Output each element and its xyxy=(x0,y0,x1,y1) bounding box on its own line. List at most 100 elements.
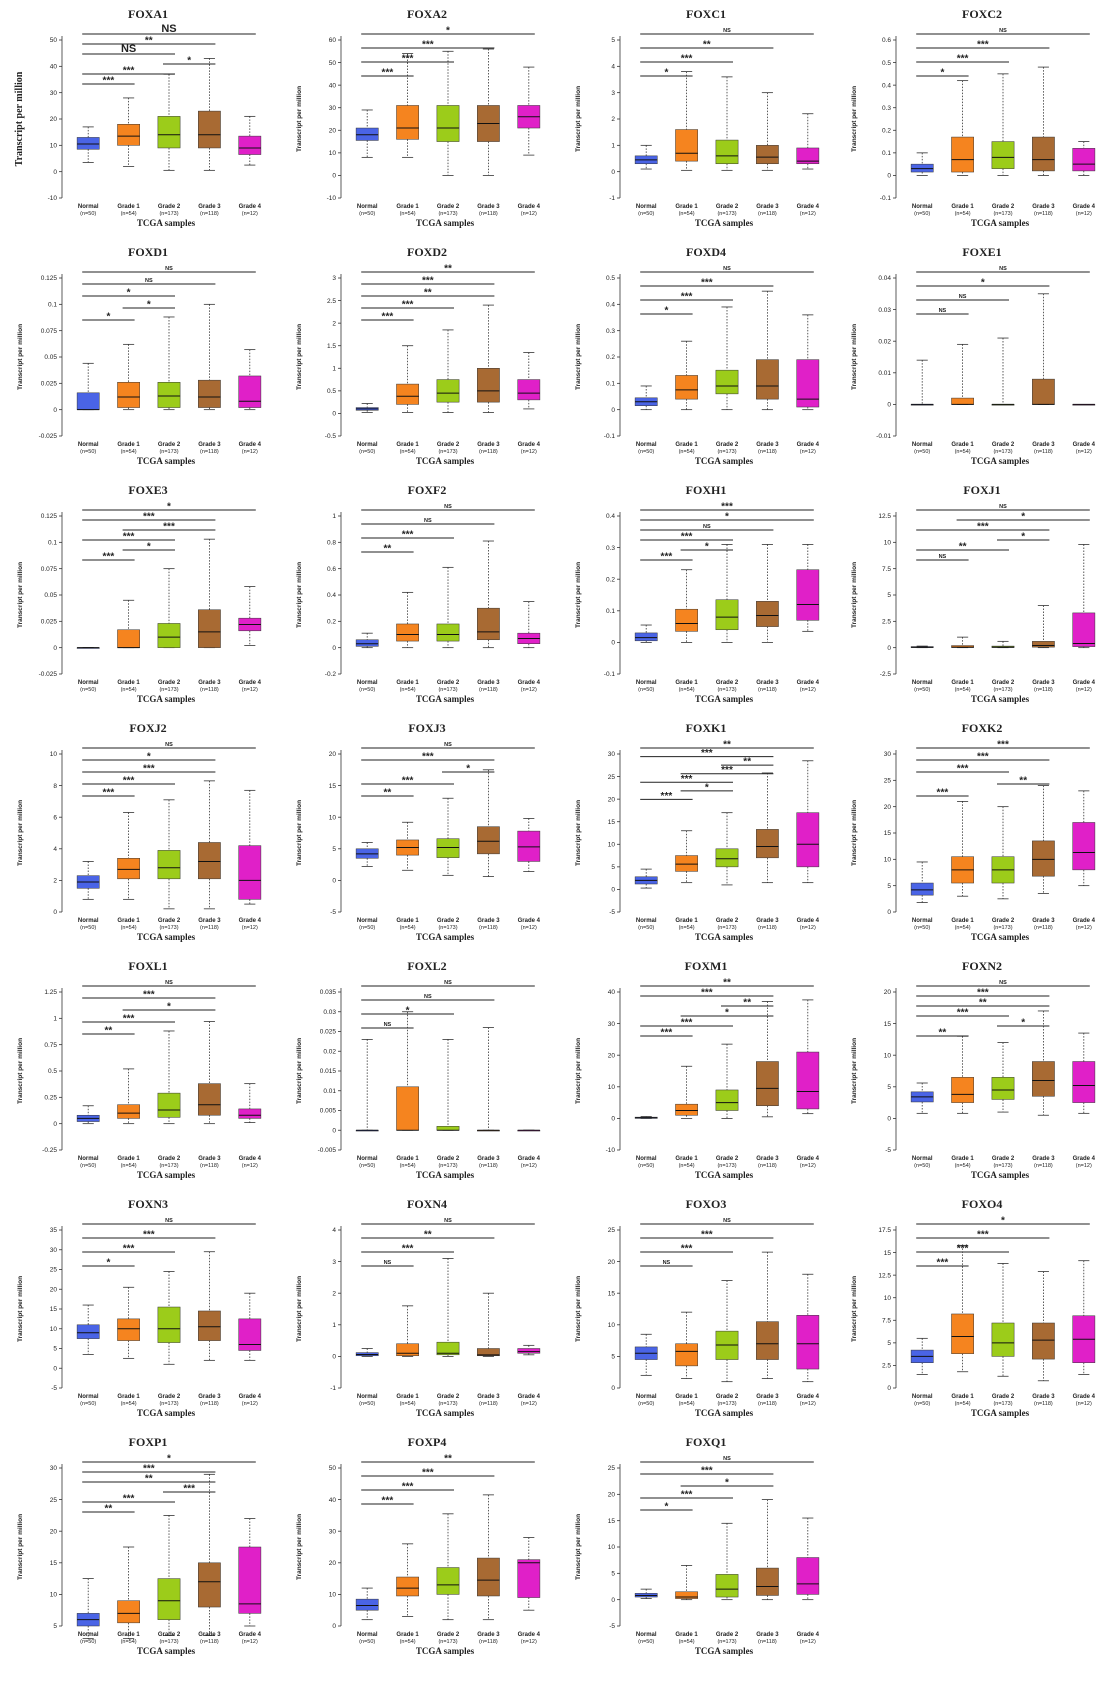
category-count: (n=54) xyxy=(121,1639,137,1645)
category-label: Normal xyxy=(912,1156,933,1162)
category-count: (n=54) xyxy=(955,687,971,693)
significance-label: NS xyxy=(384,1260,392,1266)
y-tick-label: 5 xyxy=(53,1623,57,1630)
box-grade-3 xyxy=(477,368,500,403)
category-label: Normal xyxy=(357,442,378,448)
category-label: Grade 4 xyxy=(239,1632,262,1638)
y-tick-label: 30 xyxy=(608,1021,616,1028)
y-axis-label: Transcript per million xyxy=(17,1514,24,1580)
category-count: (n=118) xyxy=(479,687,498,693)
y-tick-label: 7.5 xyxy=(882,1317,891,1324)
y-tick-label: -5 xyxy=(330,909,336,916)
chart-foxj1: FOXJ1 12.5 10 7.5 5 2.5 0 -2.5 Transcript per mi… xyxy=(851,483,1096,704)
box-grade-2 xyxy=(991,1322,1015,1357)
panel-title: FOXC2 xyxy=(962,7,1002,21)
y-tick-label: -10 xyxy=(606,1147,616,1154)
category-count: (n=173) xyxy=(717,925,736,931)
significance-label: *** xyxy=(382,1496,394,1507)
box-grade-4 xyxy=(1072,1061,1096,1103)
significance-label: NS xyxy=(384,1022,392,1028)
significance-label: NS xyxy=(424,994,432,1000)
panel-title: FOXQ1 xyxy=(686,1435,727,1449)
panel-title: FOXJ1 xyxy=(963,483,1000,497)
significance-label: *** xyxy=(977,988,989,999)
x-axis-label: TCGA samples xyxy=(695,218,754,228)
chart-foxo4: FOXO4 17.5 15 12.5 10 7.5 5 2.5 0 Transcript per … xyxy=(851,1197,1096,1418)
category-label: Grade 3 xyxy=(477,918,500,924)
category-label: Grade 1 xyxy=(396,1394,419,1400)
y-tick-label: 0.5 xyxy=(882,60,891,67)
y-tick-label: -0.2 xyxy=(325,671,337,678)
significance-label: *** xyxy=(382,68,394,79)
chart-foxc1: FOXC1 5 4 3 2 1 0 -1 Transcript per million Norma… xyxy=(575,7,820,228)
category-count: (n=118) xyxy=(1034,687,1053,693)
box-grade-3 xyxy=(477,1348,500,1357)
category-count: (n=118) xyxy=(758,1163,777,1169)
y-tick-label: 40 xyxy=(329,82,337,89)
significance-label: ** xyxy=(723,978,731,989)
category-count: (n=50) xyxy=(914,925,930,931)
category-label: Grade 1 xyxy=(951,680,974,686)
category-label: Grade 1 xyxy=(396,442,419,448)
category-label: Grade 1 xyxy=(117,1632,140,1638)
category-count: (n=118) xyxy=(758,1401,777,1407)
category-label: Grade 4 xyxy=(518,1156,541,1162)
category-label: Grade 4 xyxy=(239,680,262,686)
category-count: (n=54) xyxy=(400,211,416,217)
chart-foxe1: FOXE1 0.04 0.03 0.02 0.01 0 -0.01 Transcript pe… xyxy=(851,245,1096,466)
significance-label: *** xyxy=(402,1244,414,1255)
category-count: (n=12) xyxy=(521,1163,537,1169)
y-tick-label: 0 xyxy=(611,407,615,414)
x-axis-label: TCGA samples xyxy=(137,932,196,942)
category-label: Grade 2 xyxy=(158,680,181,686)
significance-label: * xyxy=(147,542,151,553)
box-grade-1 xyxy=(396,105,419,140)
y-axis-label: Transcript per million xyxy=(296,1276,303,1342)
box-grade-3 xyxy=(477,1557,500,1597)
significance-label: *** xyxy=(123,66,135,77)
y-tick-label: 0 xyxy=(53,909,57,916)
y-tick-label: -0.005 xyxy=(318,1147,337,1154)
significance-label: ** xyxy=(145,1474,153,1485)
significance-label: NS xyxy=(999,28,1007,34)
significance-label: ** xyxy=(939,1028,947,1039)
significance-label: *** xyxy=(957,764,969,775)
y-tick-label: 25 xyxy=(50,1267,58,1274)
significance-label: *** xyxy=(143,1464,155,1475)
significance-label: * xyxy=(981,278,985,289)
category-count: (n=54) xyxy=(679,1639,695,1645)
category-label: Grade 2 xyxy=(158,442,181,448)
y-tick-label: 5 xyxy=(887,1084,891,1091)
y-tick-label: -10 xyxy=(48,195,58,202)
box-grade-1 xyxy=(675,129,698,162)
y-tick-label: 12.5 xyxy=(878,1272,891,1279)
category-label: Grade 3 xyxy=(756,1394,779,1400)
y-tick-label: 0 xyxy=(887,173,891,180)
category-count: (n=118) xyxy=(758,211,777,217)
category-label: Grade 1 xyxy=(675,204,698,210)
y-tick-label: 0.03 xyxy=(323,1009,336,1016)
box-grade-3 xyxy=(198,1310,221,1341)
significance-label: *** xyxy=(143,764,155,775)
y-tick-label: 5 xyxy=(887,1340,891,1347)
y-axis-label: Transcript per million xyxy=(575,1514,582,1580)
category-label: Normal xyxy=(357,1156,378,1162)
category-count: (n=50) xyxy=(80,211,96,217)
box-grade-1 xyxy=(951,1077,974,1103)
y-tick-label: 0.1 xyxy=(48,540,57,547)
box-grade-3 xyxy=(198,609,221,648)
category-count: (n=118) xyxy=(200,449,219,455)
category-count: (n=50) xyxy=(359,687,375,693)
box-grade-4 xyxy=(238,1318,262,1351)
category-label: Grade 2 xyxy=(158,918,181,924)
box-grade-1 xyxy=(117,858,140,880)
significance-label: *** xyxy=(123,1494,135,1505)
category-count: (n=12) xyxy=(521,1401,537,1407)
significance-label: *** xyxy=(977,1230,989,1241)
category-count: (n=173) xyxy=(993,449,1012,455)
y-tick-label: 10 xyxy=(608,1322,616,1329)
y-tick-label: 1 xyxy=(611,143,615,150)
category-count: (n=50) xyxy=(638,211,654,217)
y-tick-label: 0 xyxy=(887,1116,891,1123)
y-tick-label: -0.25 xyxy=(42,1147,57,1154)
